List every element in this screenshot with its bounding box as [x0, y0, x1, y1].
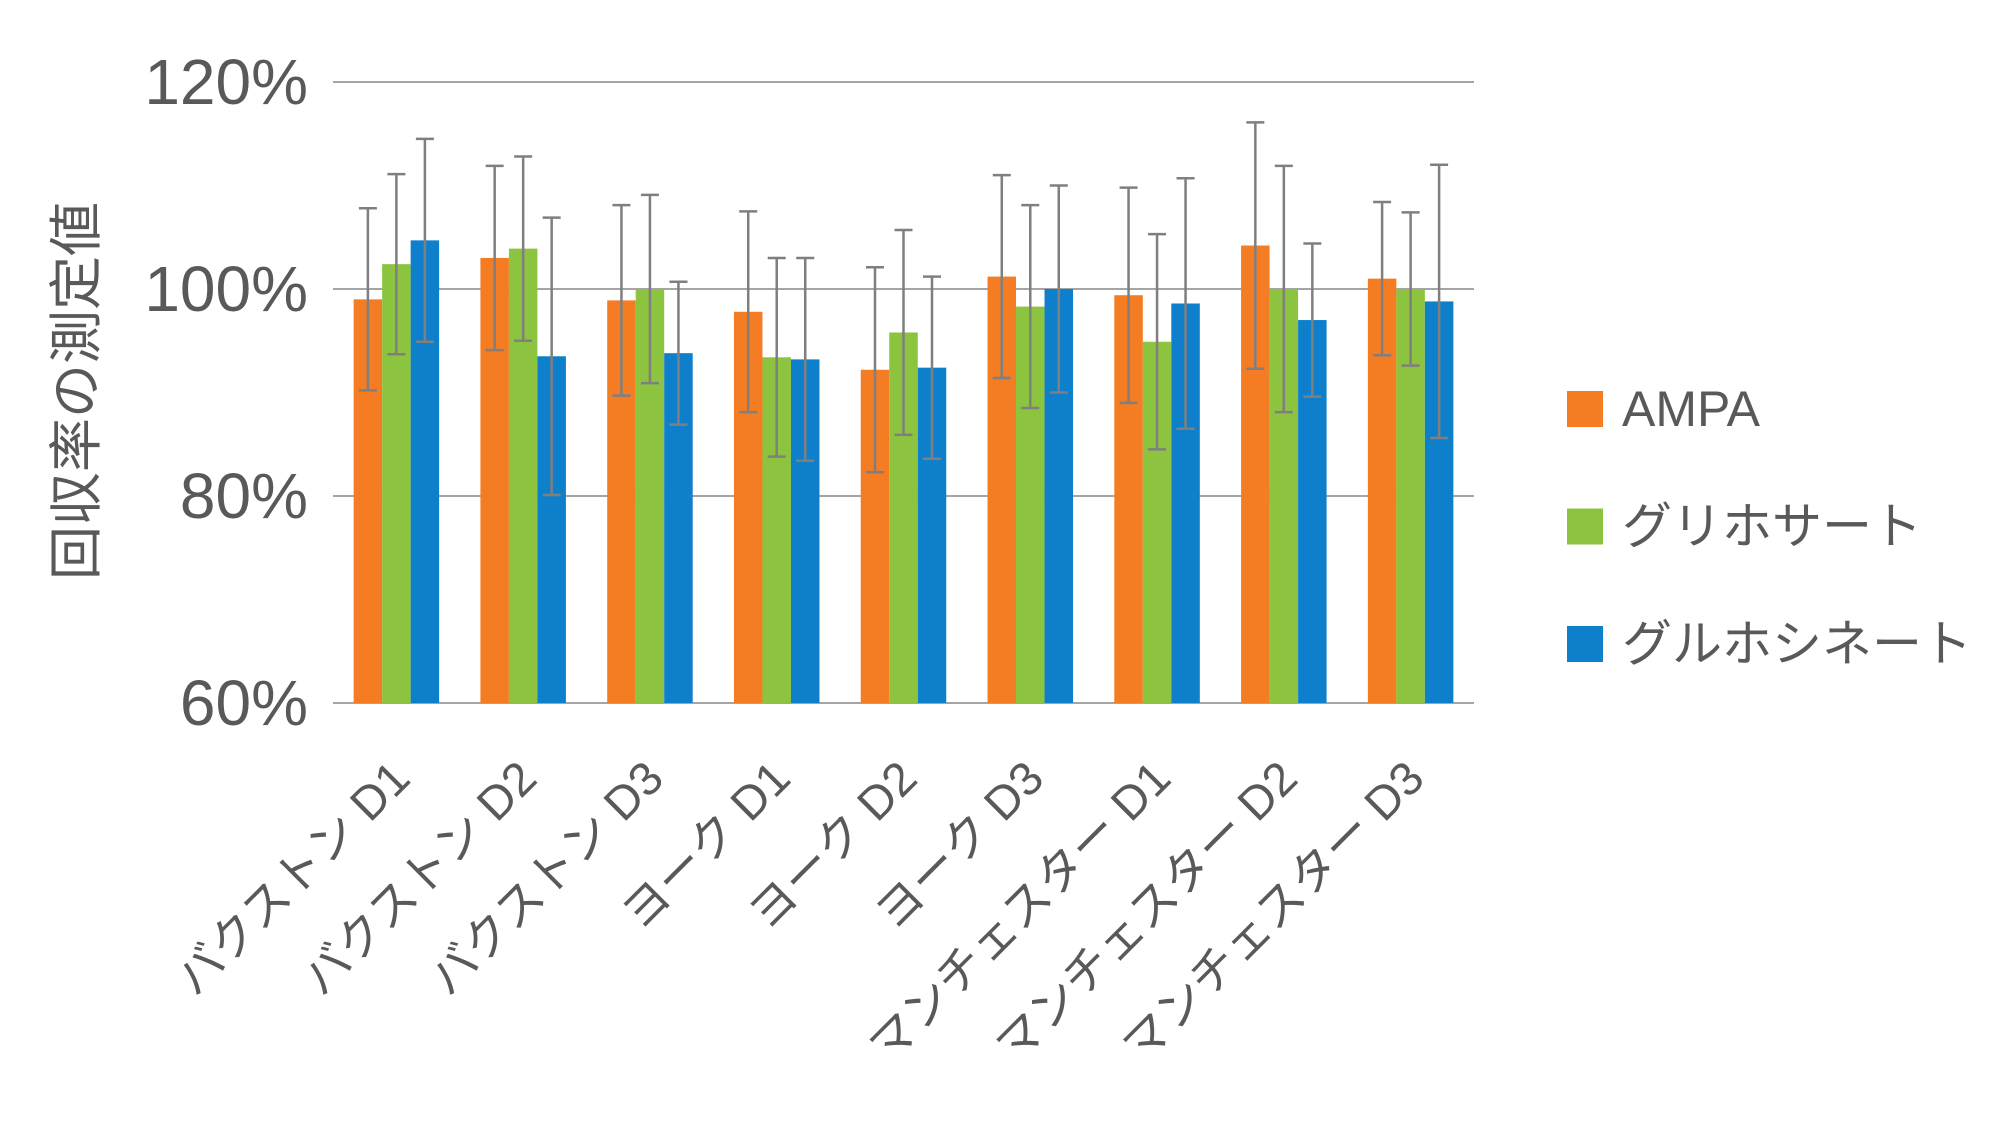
error-bar-series2-cat6: [1021, 203, 1040, 410]
error-bar-series1-cat8: [1246, 121, 1265, 370]
error-bar-series1-cat4: [739, 210, 758, 414]
legend-label: グリホサート: [1622, 499, 1922, 555]
error-bar-series2-cat8: [1274, 164, 1293, 414]
error-bar-series2-cat5: [894, 228, 913, 437]
y-tick-label: 80%: [180, 460, 308, 532]
error-bar-series2-cat1: [387, 172, 406, 356]
error-bar-series3-cat6: [1049, 184, 1068, 394]
error-bar-series2-cat3: [640, 193, 659, 385]
error-bar-series3-cat4: [796, 256, 815, 463]
y-axis-tick-labels: 60% 80% 100% 120%: [144, 46, 308, 739]
legend-item-series3: グルホシネート: [1567, 616, 1972, 672]
error-bar-series1-cat2: [485, 164, 504, 352]
error-bar-series3-cat5: [923, 275, 941, 460]
error-bar-series3-cat9: [1430, 163, 1449, 440]
legend-item-series1: AMPA: [1567, 381, 1761, 437]
error-bar-series1-cat3: [612, 203, 631, 397]
error-bar-series2-cat9: [1401, 211, 1420, 367]
error-bar-series3-cat8: [1303, 242, 1322, 398]
legend-swatch: [1567, 626, 1603, 662]
legend-label: AMPA: [1622, 381, 1761, 437]
error-bar-series2-cat7: [1148, 232, 1167, 451]
error-bar-series3-cat3: [669, 280, 688, 426]
error-bars: [358, 121, 1449, 497]
y-axis-title: 回収率の測定値: [47, 202, 107, 580]
error-bar-series1-cat6: [992, 173, 1011, 380]
legend-item-series2: グリホサート: [1567, 499, 1922, 555]
y-tick-label: 120%: [144, 46, 308, 118]
error-bar-series1-cat5: [866, 266, 884, 474]
error-bar-series3-cat7: [1176, 177, 1195, 430]
error-bar-series3-cat2: [542, 216, 561, 497]
error-bar-series1-cat7: [1119, 186, 1138, 405]
legend-swatch: [1567, 391, 1603, 427]
error-bar-series1-cat9: [1373, 200, 1392, 357]
error-bar-series2-cat4: [767, 256, 786, 458]
legend-label: グルホシネート: [1622, 616, 1972, 672]
legend-swatch: [1567, 508, 1603, 545]
y-tick-label: 100%: [144, 253, 308, 325]
y-tick-label: 60%: [180, 667, 308, 739]
error-bar-series2-cat2: [514, 155, 533, 342]
error-bar-series1-cat1: [358, 207, 377, 392]
error-bar-series3-cat1: [415, 137, 434, 344]
